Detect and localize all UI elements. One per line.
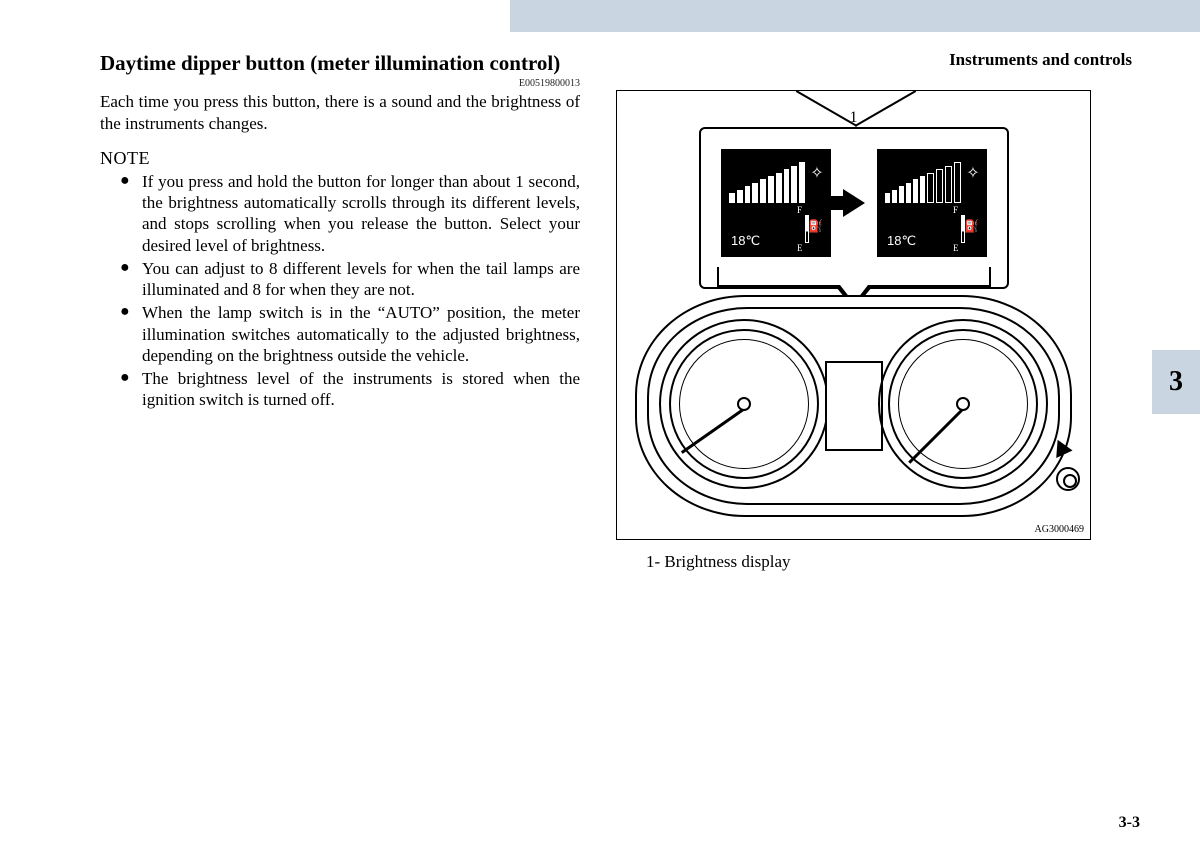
brightness-bars bbox=[729, 159, 805, 203]
fuel-level-bar bbox=[961, 215, 965, 243]
temp-display: 18℃ bbox=[887, 233, 916, 249]
brightness-bars bbox=[885, 159, 961, 203]
fuel-full-label: F bbox=[953, 205, 958, 215]
left-column: Daytime dipper button (meter illuminatio… bbox=[100, 50, 580, 816]
chapter-number: 3 bbox=[1169, 366, 1183, 398]
fuel-level-bar bbox=[805, 215, 809, 243]
note-item: The brightness level of the instruments … bbox=[100, 368, 580, 411]
fuel-empty-label: E bbox=[953, 243, 959, 253]
figure-id: AG3000469 bbox=[1035, 524, 1084, 535]
fuel-full-label: F bbox=[797, 205, 802, 215]
fuel-pump-icon: ⛽ bbox=[964, 219, 979, 234]
note-list: If you press and hold the button for lon… bbox=[100, 171, 580, 411]
note-item: If you press and hold the button for lon… bbox=[100, 171, 580, 256]
figure-caption: 1- Brightness display bbox=[616, 552, 1140, 572]
instrument-cluster bbox=[635, 295, 1072, 517]
lamp-icon: ✧ bbox=[963, 163, 983, 183]
note-item: You can adjust to 8 different levels for… bbox=[100, 258, 580, 301]
lamp-icon: ✧ bbox=[807, 163, 827, 183]
note-item: When the lamp switch is in the “AUTO” po… bbox=[100, 302, 580, 366]
right-gauge bbox=[878, 319, 1048, 489]
gauge-hub bbox=[956, 397, 970, 411]
right-column: Instruments and controls 1 ✧ 18℃ F E ⛽ bbox=[616, 50, 1140, 816]
fuel-empty-label: E bbox=[797, 243, 803, 253]
chapter-label: Instruments and controls bbox=[616, 50, 1140, 70]
temp-display: 18℃ bbox=[731, 233, 760, 249]
left-gauge bbox=[659, 319, 829, 489]
fuel-pump-icon: ⛽ bbox=[808, 219, 823, 234]
popup-link-bracket bbox=[717, 267, 991, 287]
dipper-button-knob bbox=[1056, 467, 1080, 491]
figure-box: 1 ✧ 18℃ F E ⛽ bbox=[616, 90, 1091, 540]
arrow-right-icon bbox=[843, 189, 865, 217]
note-heading: NOTE bbox=[100, 148, 580, 169]
fuel-gauge: F E ⛽ bbox=[953, 207, 979, 251]
gauge-hub bbox=[737, 397, 751, 411]
page-content: Daytime dipper button (meter illuminatio… bbox=[100, 50, 1140, 816]
lcd-popup: ✧ 18℃ F E ⛽ ✧ 18℃ F E bbox=[699, 127, 1009, 289]
intro-text: Each time you press this button, there i… bbox=[100, 91, 580, 134]
center-lcd bbox=[825, 361, 883, 451]
chapter-tab: 3 bbox=[1152, 350, 1200, 414]
page-number: 3-3 bbox=[1119, 814, 1140, 832]
lcd-screen-before: ✧ 18℃ F E ⛽ bbox=[721, 149, 831, 257]
lead-line bbox=[855, 90, 916, 126]
header-bar bbox=[510, 0, 1200, 32]
doc-code: E00519800013 bbox=[100, 78, 580, 89]
lead-line bbox=[796, 90, 857, 126]
section-title: Daytime dipper button (meter illuminatio… bbox=[100, 50, 580, 76]
lcd-screen-after: ✧ 18℃ F E ⛽ bbox=[877, 149, 987, 257]
fuel-gauge: F E ⛽ bbox=[797, 207, 823, 251]
